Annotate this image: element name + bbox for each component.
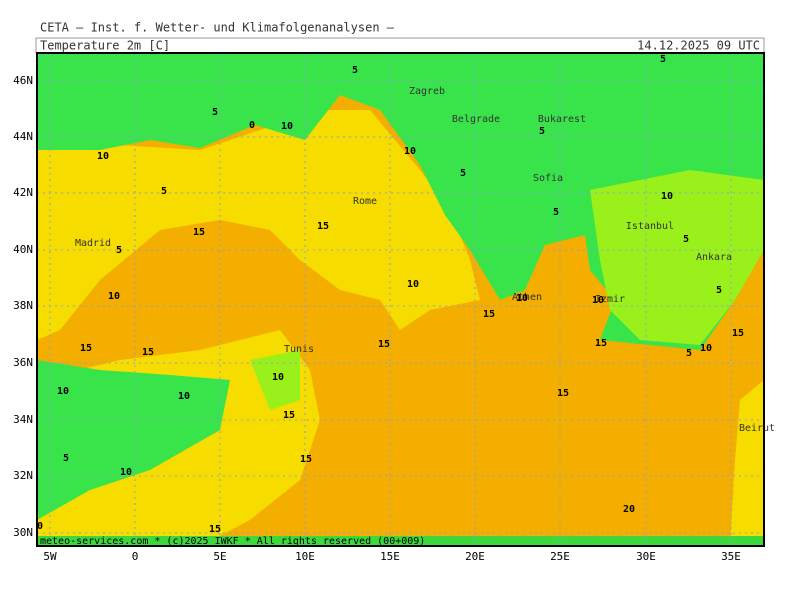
contour-label: 0 <box>37 521 43 532</box>
contour-label: 15 <box>557 388 569 399</box>
city-label: Beirut <box>739 423 775 434</box>
field-lightgreen <box>590 170 764 345</box>
contour-label: 5 <box>683 234 689 245</box>
contour-label: 15 <box>317 221 329 232</box>
contour-label: 5 <box>161 186 167 197</box>
contour-label: 15 <box>283 410 295 421</box>
city-label: Rome <box>353 196 377 207</box>
valid-time: 14.12.2025 09 UTC <box>637 39 760 53</box>
contour-label: 5 <box>660 54 666 65</box>
contour-label: 5 <box>63 453 69 464</box>
city-label: Bukarest <box>538 114 586 125</box>
contour-label: 10 <box>120 467 132 478</box>
lat-label: 38N <box>13 299 33 312</box>
city-label: Tunis <box>284 344 314 355</box>
contour-label: 15 <box>142 347 154 358</box>
city-label: Sofia <box>533 173 563 184</box>
city-label: Istanbul <box>626 221 674 232</box>
contour-label: 15 <box>209 524 221 535</box>
contour-label: 10 <box>407 279 419 290</box>
variable: Temperature_2m [C] <box>40 39 170 53</box>
contour-label: 5 <box>352 65 358 76</box>
contour-label: 15 <box>378 339 390 350</box>
lon-label: 15E <box>380 550 400 563</box>
contour-label: 20 <box>623 504 635 515</box>
lat-label: 30N <box>13 526 33 539</box>
contour-label: 0 <box>249 120 255 131</box>
footer-bar <box>37 536 764 546</box>
contour-label: 5 <box>539 126 545 137</box>
contour-label: 5 <box>716 285 722 296</box>
contour-label: 15 <box>732 328 744 339</box>
city-label: Madrid <box>75 238 111 249</box>
lat-label: 34N <box>13 413 33 426</box>
contour-label: 15 <box>193 227 205 238</box>
lat-label: 32N <box>13 469 33 482</box>
field-yellow-east <box>730 380 764 546</box>
contour-label: 10 <box>97 151 109 162</box>
field-yellow <box>37 110 480 340</box>
lat-label: 36N <box>13 356 33 369</box>
contour-label: 15 <box>483 309 495 320</box>
contour-label: 5 <box>686 348 692 359</box>
contour-label: 5 <box>460 168 466 179</box>
contour-label: 10 <box>281 121 293 132</box>
lon-label: 5E <box>213 550 226 563</box>
contour-label: 10 <box>404 146 416 157</box>
lat-label: 40N <box>13 243 33 256</box>
map-area: 46N 44N 42N 40N 38N 36N 34N 32N 30N 5W 0 5E 10E 15E 20… <box>13 52 775 563</box>
map-frame <box>36 52 765 547</box>
lat-label: 46N <box>13 74 33 87</box>
contour-label: 10 <box>592 295 604 306</box>
lon-label: 10E <box>295 550 315 563</box>
contour-label: 10 <box>178 391 190 402</box>
institute: CETA — Inst. f. Wetter- und Klimafolgena… <box>40 21 395 35</box>
contour-label: 5 <box>116 245 122 256</box>
lon-label: 0 <box>132 550 139 563</box>
footer: meteo-services.com * (c)2025 IWKF * All … <box>40 536 425 547</box>
contour-label: 15 <box>80 343 92 354</box>
contour-label: 10 <box>108 291 120 302</box>
field-green-north <box>37 53 764 350</box>
lon-label: 5W <box>43 550 57 563</box>
lat-label: 44N <box>13 130 33 143</box>
lon-label: 35E <box>721 550 741 563</box>
contour-label: 10 <box>700 343 712 354</box>
lon-label: 30E <box>636 550 656 563</box>
contour-label: 10 <box>57 386 69 397</box>
lon-label: 25E <box>550 550 570 563</box>
city-label: Athen <box>512 292 542 303</box>
contour-label: 10 <box>516 293 528 304</box>
contour-label: 5 <box>553 207 559 218</box>
contour-label: 15 <box>300 454 312 465</box>
field-lightgreen-africa <box>250 350 300 410</box>
lat-label: 42N <box>13 186 33 199</box>
field-green-africa <box>37 360 230 520</box>
city-label: Belgrade <box>452 114 500 125</box>
contour-label: 10 <box>272 372 284 383</box>
city-label: Ankara <box>696 252 732 263</box>
lon-label: 20E <box>465 550 485 563</box>
contour-label: 5 <box>212 107 218 118</box>
contour-label: 10 <box>661 191 673 202</box>
city-label: Zagreb <box>409 86 445 97</box>
contour-label: 15 <box>595 338 607 349</box>
city-label: Izmir <box>595 294 625 305</box>
